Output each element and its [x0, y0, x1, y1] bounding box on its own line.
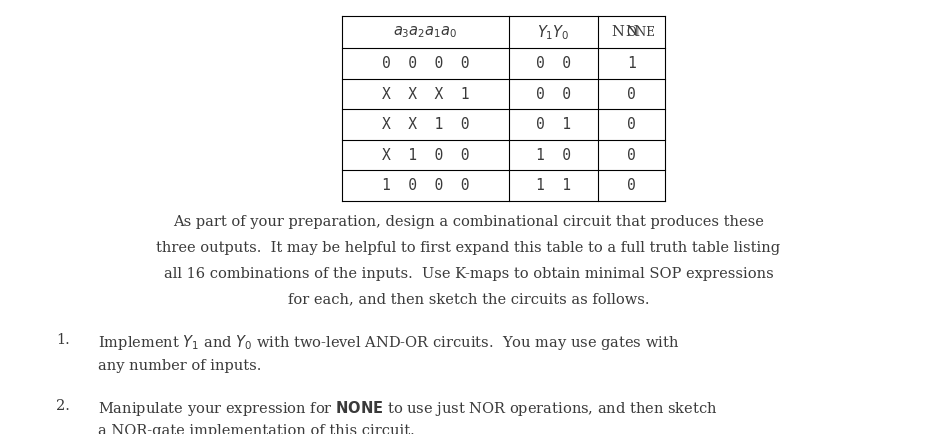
Text: 1  1: 1 1 [535, 178, 570, 193]
Text: 0: 0 [626, 148, 636, 163]
Text: 0  0: 0 0 [535, 87, 570, 102]
Text: 2.: 2. [56, 399, 70, 413]
Text: X  X  X  1: X X X 1 [381, 87, 469, 102]
Text: 0  0: 0 0 [535, 56, 570, 71]
Text: a NOR-gate implementation of this circuit.: a NOR-gate implementation of this circui… [98, 424, 415, 434]
Text: 1  0  0  0: 1 0 0 0 [381, 178, 469, 193]
Text: $Y_1Y_0$: $Y_1Y_0$ [536, 23, 569, 42]
Text: X  1  0  0: X 1 0 0 [381, 148, 469, 163]
Text: As part of your preparation, design a combinational circuit that produces these: As part of your preparation, design a co… [173, 215, 763, 229]
Text: 1: 1 [626, 56, 636, 71]
Text: all 16 combinations of the inputs.  Use K-maps to obtain minimal SOP expressions: all 16 combinations of the inputs. Use K… [164, 267, 772, 281]
Text: any number of inputs.: any number of inputs. [98, 358, 261, 372]
Text: 0: 0 [626, 87, 636, 102]
Text: Implement $Y_1$ and $Y_0$ with two-level AND-OR circuits.  You may use gates wit: Implement $Y_1$ and $Y_0$ with two-level… [98, 333, 679, 352]
Text: $a_3a_2a_1a_0$: $a_3a_2a_1a_0$ [393, 24, 457, 40]
Text: N: N [624, 25, 637, 39]
Text: for each, and then sketch the circuits as follows.: for each, and then sketch the circuits a… [287, 293, 649, 306]
Text: three outputs.  It may be helpful to first expand this table to a full truth tab: three outputs. It may be helpful to firs… [156, 241, 780, 255]
Text: X  X  1  0: X X 1 0 [381, 117, 469, 132]
Text: 1  0: 1 0 [535, 148, 570, 163]
Text: N: N [610, 25, 623, 39]
Text: 1.: 1. [56, 333, 70, 347]
Text: Manipulate your expression for $\mathbf{NONE}$ to use just NOR operations, and t: Manipulate your expression for $\mathbf{… [98, 399, 717, 418]
Text: 0  1: 0 1 [535, 117, 570, 132]
Text: 0: 0 [626, 117, 636, 132]
Text: ONE: ONE [626, 26, 655, 39]
Text: 0: 0 [626, 178, 636, 193]
Text: 0  0  0  0: 0 0 0 0 [381, 56, 469, 71]
